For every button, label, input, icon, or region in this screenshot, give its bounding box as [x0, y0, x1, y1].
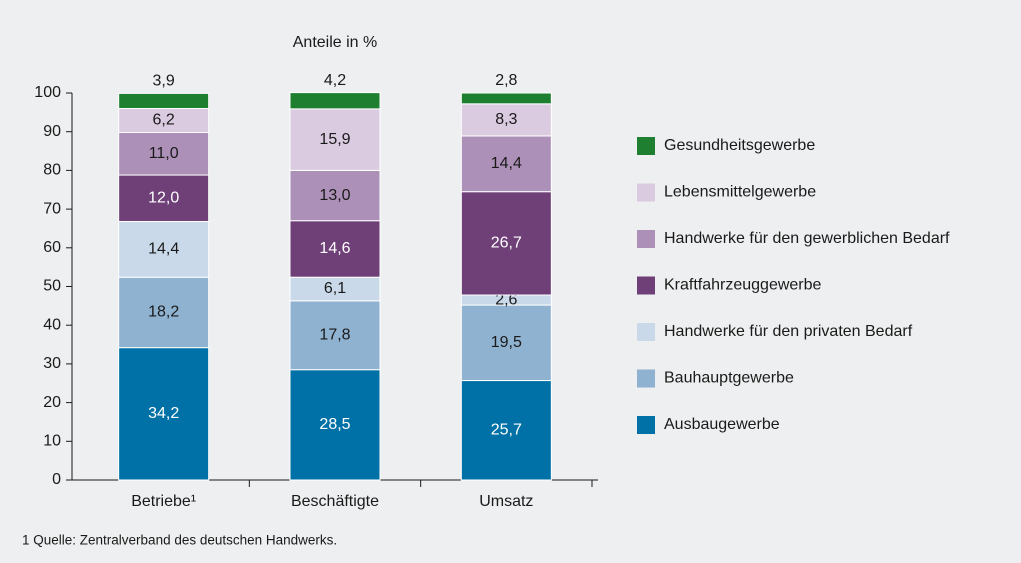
data-label: 28,5: [319, 416, 350, 433]
data-label: 17,8: [319, 326, 350, 343]
data-label: 34,2: [148, 405, 179, 422]
data-label: 4,2: [324, 72, 346, 89]
data-label: 8,3: [495, 111, 517, 128]
x-tick-label: Betriebe¹: [131, 493, 196, 510]
bar-segment: [118, 174, 210, 222]
y-tick-label: 70: [43, 200, 61, 217]
y-tick-label: 100: [34, 84, 61, 101]
legend-label: Gesundheitsgewerbe: [664, 137, 815, 154]
legend-label: Ausbaugewerbe: [664, 416, 780, 433]
y-tick-label: 50: [43, 278, 61, 295]
legend-label: Bauhauptgewerbe: [664, 370, 794, 387]
bar-segment: [289, 300, 381, 371]
bar-segment: [118, 92, 210, 109]
x-tick-label: Umsatz: [479, 493, 533, 510]
data-label: 26,7: [491, 235, 522, 252]
y-tick-label: 20: [43, 394, 61, 411]
y-tick-label: 30: [43, 355, 61, 372]
bar-segment: [289, 169, 381, 222]
data-label: 2,8: [495, 72, 517, 89]
bar-segment: [118, 347, 210, 481]
data-label: 2,6: [495, 291, 517, 308]
legend-swatch: [637, 230, 655, 248]
bar-segment: [118, 131, 210, 176]
legend-swatch: [637, 137, 655, 155]
x-tick-label: Beschäftigte: [291, 493, 379, 510]
legend-swatch: [637, 183, 655, 202]
data-label: 6,2: [153, 112, 175, 129]
data-label: 13,0: [319, 187, 350, 204]
legend-label: Handwerke für den privaten Bedarf: [664, 323, 913, 340]
bar-segment: [289, 108, 381, 171]
data-label: 12,0: [148, 189, 179, 206]
y-tick-label: 90: [43, 123, 61, 140]
bar-segment: [118, 220, 210, 278]
bar-segment: [460, 103, 552, 137]
data-label: 19,5: [491, 334, 522, 351]
bar-segment: [289, 92, 381, 110]
data-label: 14,4: [148, 241, 179, 258]
data-label: 3,9: [153, 73, 175, 90]
bar-segment: [289, 369, 381, 481]
legend-swatch: [637, 369, 655, 388]
data-label: 14,4: [491, 155, 522, 172]
legend-swatch: [637, 323, 655, 341]
bar-segment: [118, 276, 210, 349]
data-label: 14,6: [319, 240, 350, 257]
bar-segment: [460, 191, 552, 296]
data-label: 15,9: [319, 131, 350, 148]
data-label: 6,1: [324, 280, 346, 297]
data-label: 18,2: [148, 304, 179, 321]
bar-segment: [460, 380, 552, 481]
legend-label: Kraftfahrzeuggewerbe: [664, 277, 822, 294]
bar-segment: [460, 304, 552, 382]
chart-title: Anteile in %: [293, 34, 378, 51]
bar-segment: [460, 135, 552, 193]
y-tick-label: 60: [43, 239, 61, 256]
bar-segment: [460, 92, 552, 105]
y-tick-label: 80: [43, 162, 61, 179]
y-tick-label: 40: [43, 316, 61, 333]
data-label: 11,0: [149, 145, 179, 162]
legend-label: Lebensmittelgewerbe: [664, 184, 816, 201]
footnote: 1 Quelle: Zentralverband des deutschen H…: [22, 533, 337, 548]
y-tick-label: 0: [52, 471, 61, 488]
legend-label: Handwerke für den gewerblichen Bedarf: [664, 230, 950, 247]
y-tick-label: 10: [43, 433, 61, 450]
data-label: 25,7: [491, 421, 522, 438]
legend-swatch: [637, 276, 655, 295]
legend-swatch: [637, 416, 655, 434]
bar-segment: [289, 220, 381, 278]
